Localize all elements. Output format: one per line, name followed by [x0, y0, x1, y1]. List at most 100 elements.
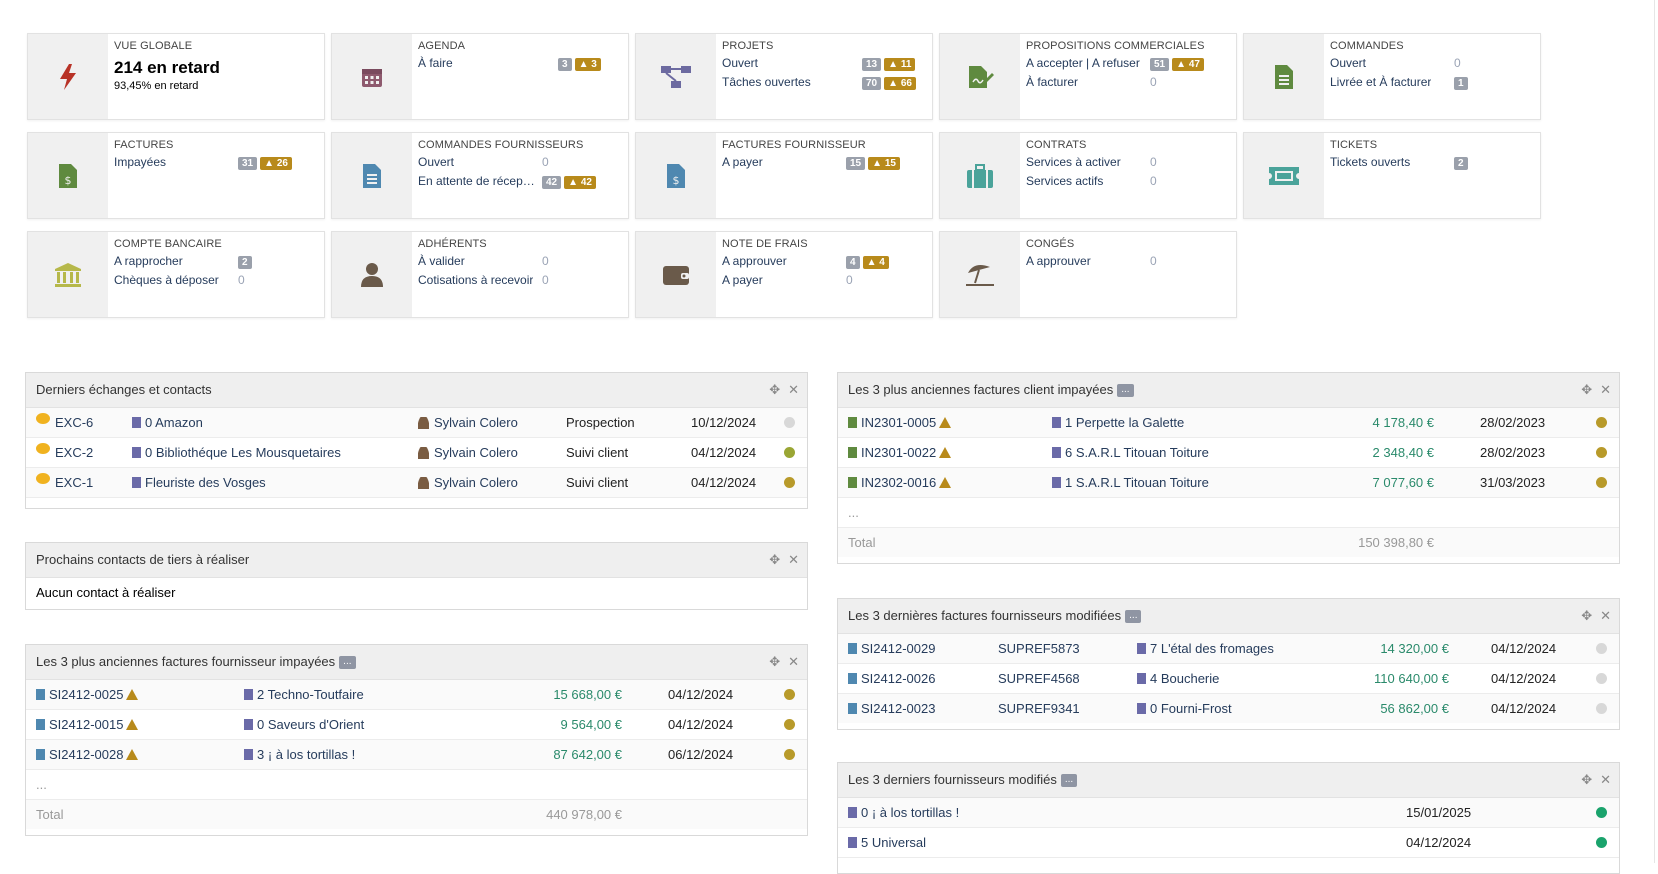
box-propositions[interactable]: PROPOSITIONS COMMERCIALES A accepter | A… — [939, 33, 1237, 120]
box-vue-globale[interactable]: VUE GLOBALE 214 en retard 93,45% en reta… — [27, 33, 325, 120]
invoice-ref-link[interactable]: SI2412-0029 — [861, 641, 936, 656]
ellipsis-link[interactable]: ... — [36, 777, 47, 792]
line-label[interactable]: Ouvert — [722, 56, 759, 70]
supplier-link[interactable]: 0 ¡ à los tortillas ! — [861, 805, 960, 820]
invoice-ref-link[interactable]: IN2301-0022 — [861, 445, 937, 460]
invoice-ref-link[interactable]: IN2301-0005 — [861, 415, 937, 430]
box-line[interactable]: À facturer 0 — [1026, 75, 1230, 94]
panel-header[interactable]: Derniers échanges et contacts ✥ ✕ — [26, 373, 807, 408]
table-row[interactable]: IN2301-0022 6 S.A.R.L Titouan Toiture 2 … — [838, 438, 1619, 468]
box-line[interactable]: Ouvert 0 — [1330, 56, 1534, 75]
panel-header[interactable]: Les 3 plus anciennes factures client imp… — [838, 373, 1619, 408]
line-label[interactable]: Impayées — [114, 155, 167, 169]
table-row[interactable]: SI2412-0015 0 Saveurs d'Orient 9 564,00 … — [26, 710, 807, 740]
panel-header[interactable]: Les 3 plus anciennes factures fournisseu… — [26, 645, 807, 680]
box-factures-fournisseur[interactable]: $ FACTURES FOURNISSEUR A payer 15 ▲ 15 — [635, 132, 933, 219]
line-label[interactable]: Ouvert — [1330, 56, 1367, 70]
move-icon[interactable]: ✥ — [769, 382, 781, 397]
scrollbar[interactable] — [1654, 0, 1655, 863]
company-link[interactable]: Fleuriste des Vosges — [145, 475, 266, 490]
invoice-ref-link[interactable]: SI2412-0015 — [49, 717, 124, 732]
box-line[interactable]: A approuver 4 ▲ 4 — [722, 254, 926, 273]
line-label[interactable]: Livrée et À facturer — [1330, 75, 1432, 89]
line-label[interactable]: A rapprocher — [114, 254, 183, 268]
exchange-ref-link[interactable]: EXC-2 — [55, 445, 94, 460]
box-line[interactable]: À valider 0 — [418, 254, 622, 273]
move-icon[interactable]: ✥ — [769, 552, 781, 567]
line-label[interactable]: En attente de récept... — [418, 174, 536, 188]
box-line[interactable]: A payer 0 — [722, 273, 926, 292]
company-link[interactable]: 0 Saveurs d'Orient — [257, 717, 365, 732]
table-row[interactable]: SI2412-0025 2 Techno-Toutfaire 15 668,00… — [26, 680, 807, 710]
user-link[interactable]: Sylvain Colero — [434, 445, 518, 460]
table-row[interactable]: IN2301-0005 1 Perpette la Galette 4 178,… — [838, 408, 1619, 438]
more-button[interactable]: ... — [339, 656, 356, 670]
more-button[interactable]: ... — [1125, 610, 1142, 624]
box-tickets[interactable]: TICKETS Tickets ouverts 2 — [1243, 132, 1541, 219]
box-factures[interactable]: $ FACTURES Impayées 31 ▲ 26 — [27, 132, 325, 219]
table-row[interactable]: SI2412-0023 SUPREF9341 0 Fourni-Frost 56… — [838, 694, 1619, 723]
invoice-ref-link[interactable]: SI2412-0028 — [49, 747, 124, 762]
company-link[interactable]: 7 L'étal des fromages — [1150, 641, 1274, 656]
box-line[interactable]: Services à activer 0 — [1026, 155, 1230, 174]
move-icon[interactable]: ✥ — [1581, 382, 1593, 397]
table-row[interactable]: SI2412-0026 SUPREF4568 4 Boucherie 110 6… — [838, 664, 1619, 694]
box-line[interactable]: A approuver 0 — [1026, 254, 1230, 273]
line-label[interactable]: Services actifs — [1026, 174, 1104, 188]
table-row[interactable]: SI2412-0028 3 ¡ à los tortillas ! 87 642… — [26, 740, 807, 770]
box-line[interactable]: Tickets ouverts 2 — [1330, 155, 1534, 174]
move-icon[interactable]: ✥ — [1581, 772, 1593, 787]
box-line[interactable]: Chèques à déposer 0 — [114, 273, 318, 292]
close-icon[interactable]: ✕ — [1600, 772, 1611, 787]
close-icon[interactable]: ✕ — [788, 552, 799, 567]
table-row[interactable]: EXC-6 0 Amazon Sylvain Colero Prospectio… — [26, 408, 807, 438]
box-line[interactable]: A rapprocher 2 — [114, 254, 318, 273]
invoice-ref-link[interactable]: SI2412-0026 — [861, 671, 936, 686]
close-icon[interactable]: ✕ — [1600, 382, 1611, 397]
line-label[interactable]: À faire — [418, 56, 453, 70]
line-label[interactable]: A payer — [722, 155, 763, 169]
box-line[interactable]: Ouvert 0 — [418, 155, 622, 174]
close-icon[interactable]: ✕ — [1600, 608, 1611, 623]
table-row[interactable]: 0 ¡ à los tortillas ! 15/01/2025 — [838, 798, 1619, 828]
late-count[interactable]: 214 en retard — [114, 58, 220, 77]
line-label[interactable]: A approuver — [1026, 254, 1091, 268]
box-line[interactable]: À faire 3 ▲ 3 — [418, 56, 622, 75]
invoice-ref-link[interactable]: SI2412-0023 — [861, 701, 936, 716]
box-projets[interactable]: PROJETS Ouvert 13 ▲ 11 Tâches ouvertes 70 ▲ … — [635, 33, 933, 120]
line-label[interactable]: Services à activer — [1026, 155, 1121, 169]
company-link[interactable]: 0 Bibliothéque Les Mousquetaires — [145, 445, 341, 460]
box-contrats[interactable]: CONTRATS Services à activer 0 Services ac… — [939, 132, 1237, 219]
close-icon[interactable]: ✕ — [788, 382, 799, 397]
box-line[interactable]: Livrée et À facturer 1 — [1330, 75, 1534, 94]
more-row[interactable]: ... — [26, 770, 807, 800]
close-icon[interactable]: ✕ — [788, 654, 799, 669]
box-commandes[interactable]: COMMANDES Ouvert 0 Livrée et À facturer 1 — [1243, 33, 1541, 120]
more-button[interactable]: ... — [1117, 384, 1134, 398]
line-label[interactable]: Ouvert — [418, 155, 455, 169]
company-link[interactable]: 1 S.A.R.L Titouan Toiture — [1065, 475, 1209, 490]
company-link[interactable]: 2 Techno-Toutfaire — [257, 687, 364, 702]
panel-header[interactable]: Prochains contacts de tiers à réaliser ✥… — [26, 543, 807, 578]
line-label[interactable]: Cotisations à recevoir — [418, 273, 534, 287]
line-label[interactable]: A payer — [722, 273, 763, 287]
user-link[interactable]: Sylvain Colero — [434, 415, 518, 430]
line-label[interactable]: A accepter | A refuser — [1026, 56, 1140, 70]
move-icon[interactable]: ✥ — [769, 654, 781, 669]
panel-header[interactable]: Les 3 dernières factures fournisseurs mo… — [838, 599, 1619, 634]
invoice-ref-link[interactable]: IN2302-0016 — [861, 475, 937, 490]
box-compte-bancaire[interactable]: COMPTE BANCAIRE A rapprocher 2 Chèques à … — [27, 231, 325, 318]
box-commandes-fournisseurs[interactable]: COMMANDES FOURNISSEURS Ouvert 0 En attent… — [331, 132, 629, 219]
supplier-link[interactable]: 5 Universal — [861, 835, 927, 850]
box-line[interactable]: A accepter | A refuser 51 ▲ 47 — [1026, 56, 1230, 75]
more-row[interactable]: ... — [838, 498, 1619, 528]
box-line[interactable]: Cotisations à recevoir 0 — [418, 273, 622, 292]
line-label[interactable]: A approuver — [722, 254, 787, 268]
line-label[interactable]: À valider — [418, 254, 465, 268]
box-line[interactable]: En attente de récept... 42 ▲ 42 — [418, 174, 622, 193]
box-line[interactable]: Impayées 31 ▲ 26 — [114, 155, 318, 174]
company-link[interactable]: 6 S.A.R.L Titouan Toiture — [1065, 445, 1209, 460]
box-adherents[interactable]: ADHÉRENTS À valider 0 Cotisations à recev… — [331, 231, 629, 318]
table-row[interactable]: IN2302-0016 1 S.A.R.L Titouan Toiture 7 … — [838, 468, 1619, 498]
company-link[interactable]: 0 Fourni-Frost — [1150, 701, 1232, 716]
